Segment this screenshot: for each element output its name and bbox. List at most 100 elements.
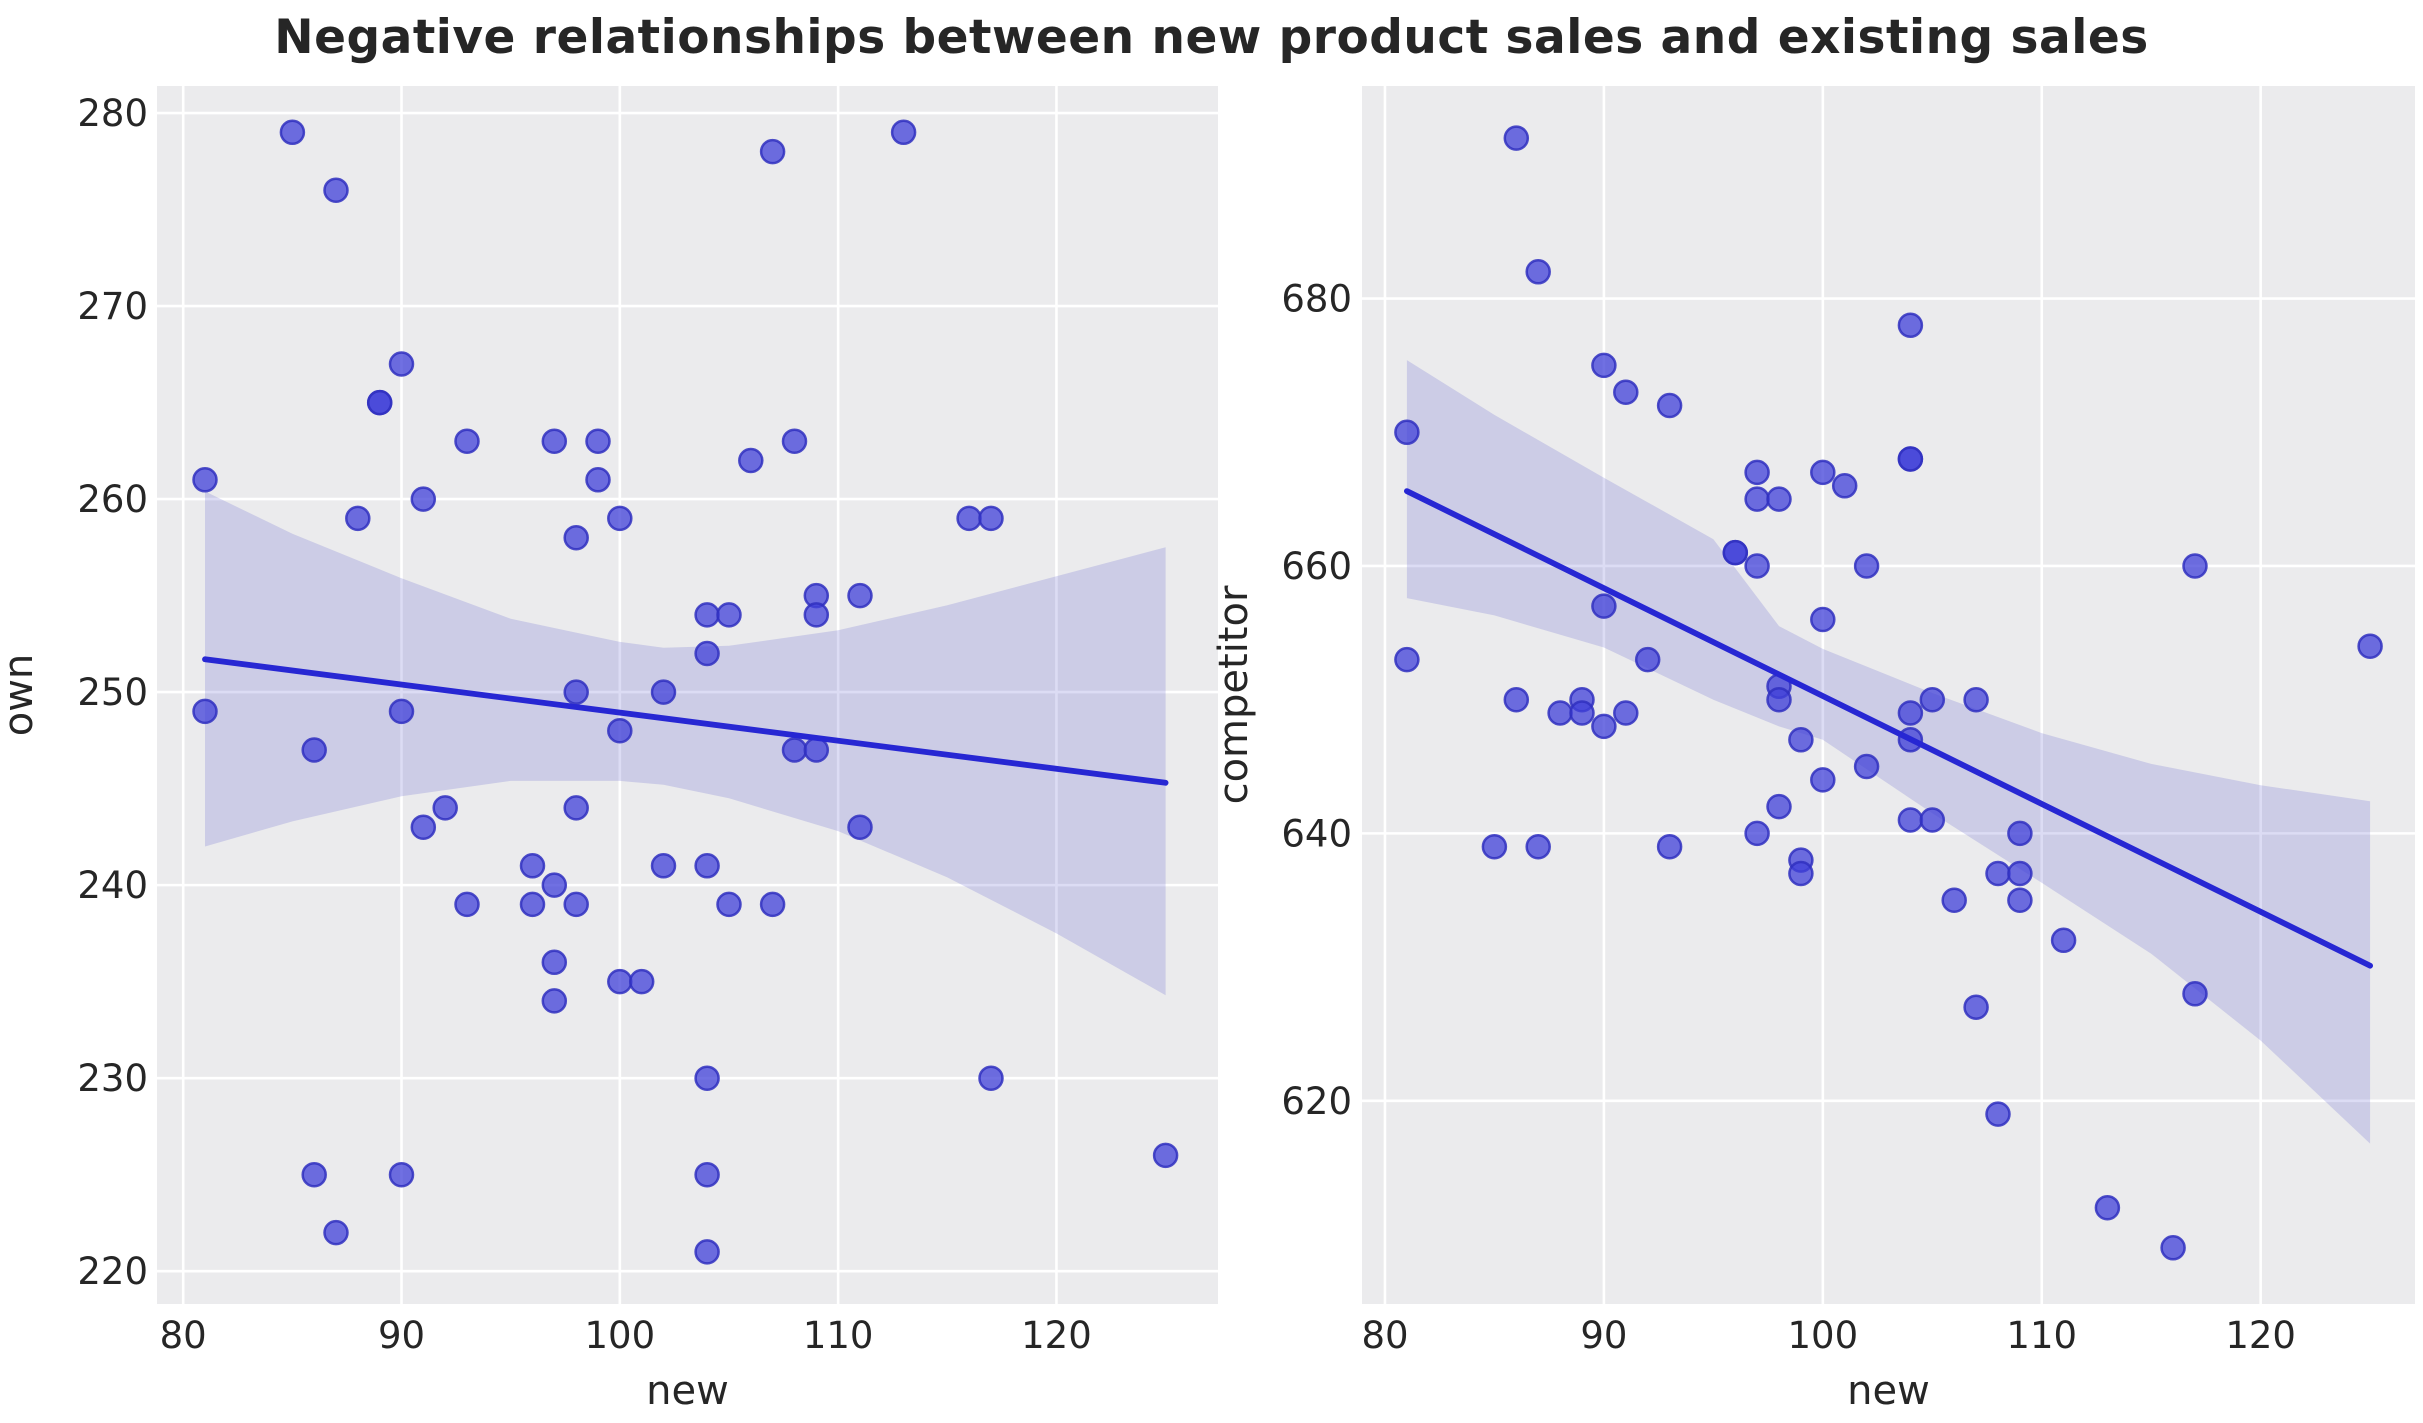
data-point <box>345 505 371 532</box>
data-point <box>1831 473 1858 499</box>
data-point <box>2007 887 2033 913</box>
data-point <box>956 505 982 532</box>
data-point <box>978 1065 1004 1091</box>
y-tick-label: 640 <box>1281 812 1352 855</box>
data-point <box>388 698 415 725</box>
data-point <box>694 1239 720 1265</box>
data-point <box>1744 486 1770 512</box>
y-tick-label: 680 <box>1281 278 1352 321</box>
data-point <box>541 872 568 898</box>
data-point <box>694 1065 720 1091</box>
data-point <box>410 486 437 512</box>
data-point <box>1656 833 1683 860</box>
y-tick-label: 260 <box>77 478 148 521</box>
data-point <box>585 428 611 454</box>
data-point <box>1897 807 1924 833</box>
data-point <box>1591 352 1617 379</box>
data-point <box>541 988 568 1014</box>
y-tick-label: 250 <box>77 671 148 714</box>
data-point <box>563 679 589 705</box>
data-point <box>1897 446 1924 472</box>
data-point <box>716 891 742 918</box>
data-point <box>694 853 720 879</box>
data-point <box>1394 419 1420 446</box>
data-point <box>2050 927 2077 954</box>
data-point <box>192 698 218 725</box>
chart-title: Negative relationships between new produ… <box>274 10 2149 65</box>
data-point <box>563 524 589 551</box>
data-point <box>607 717 633 744</box>
data-point <box>1788 860 1814 887</box>
x-axis-label-own-vs-new: new <box>646 1368 729 1414</box>
x-tick-label: 80 <box>1361 1314 1408 1357</box>
x-tick-label: 100 <box>1788 1314 1859 1357</box>
data-point <box>2094 1194 2121 1221</box>
x-axis-label-competitor-vs-new: new <box>1847 1368 1930 1414</box>
data-point <box>279 119 306 146</box>
y-tick-label: 240 <box>77 864 148 907</box>
x-tick-label: 100 <box>585 1314 656 1357</box>
data-point <box>2007 860 2033 887</box>
data-point <box>1394 646 1420 673</box>
data-point <box>694 602 720 628</box>
regression-line-own-vs-new <box>202 656 1169 786</box>
data-point <box>1963 994 1989 1020</box>
data-point <box>1656 392 1683 419</box>
y-axis-label-competitor-vs-new: competitor <box>1211 585 1257 804</box>
data-point <box>1810 606 1836 633</box>
data-point <box>1788 727 1814 753</box>
data-point <box>192 467 218 493</box>
y-tick-label: 220 <box>77 1250 148 1293</box>
data-point <box>323 177 349 203</box>
x-tick-label: 90 <box>378 1314 425 1357</box>
data-point <box>1481 833 1508 860</box>
data-point <box>585 467 611 493</box>
data-point <box>759 891 786 918</box>
data-point <box>1766 486 1792 512</box>
data-point <box>563 795 589 821</box>
data-point <box>694 1161 720 1188</box>
data-point <box>323 1219 349 1246</box>
data-point <box>1503 686 1530 713</box>
data-point <box>1919 686 1946 713</box>
data-point <box>803 602 830 628</box>
data-point <box>628 968 655 995</box>
data-point <box>2182 553 2208 579</box>
data-point <box>650 853 677 879</box>
data-point <box>1810 767 1836 793</box>
data-point <box>2182 981 2208 1007</box>
data-point <box>1744 820 1770 847</box>
data-point <box>847 814 873 840</box>
regression-line-competitor-vs-new <box>1404 488 2374 969</box>
x-tick-label: 110 <box>803 1314 874 1357</box>
data-point <box>978 505 1004 532</box>
data-point <box>1897 312 1924 339</box>
data-point <box>759 138 786 165</box>
data-point <box>781 428 808 454</box>
data-point <box>803 737 830 763</box>
data-point <box>519 853 546 879</box>
data-point <box>1919 807 1946 833</box>
data-point <box>1853 553 1880 579</box>
data-point <box>1525 259 1551 285</box>
axes-background-own-vs-new <box>157 86 1218 1304</box>
data-point <box>432 795 458 821</box>
data-point <box>2357 633 2383 659</box>
data-point <box>1941 887 1967 913</box>
data-point <box>410 814 437 840</box>
data-point <box>1897 700 1924 726</box>
y-tick-label: 620 <box>1281 1080 1352 1123</box>
data-point <box>738 447 764 474</box>
data-point <box>563 891 589 918</box>
data-point <box>1766 686 1792 713</box>
data-point <box>541 949 568 976</box>
x-tick-label: 120 <box>2225 1314 2296 1357</box>
data-point <box>519 891 546 918</box>
data-point <box>2007 820 2033 847</box>
data-point <box>2160 1235 2186 1261</box>
data-point <box>716 602 742 628</box>
y-axis-label-own-vs-new: own <box>0 654 42 737</box>
data-point <box>541 428 568 454</box>
data-point <box>301 1161 327 1188</box>
data-point <box>1503 125 1530 151</box>
